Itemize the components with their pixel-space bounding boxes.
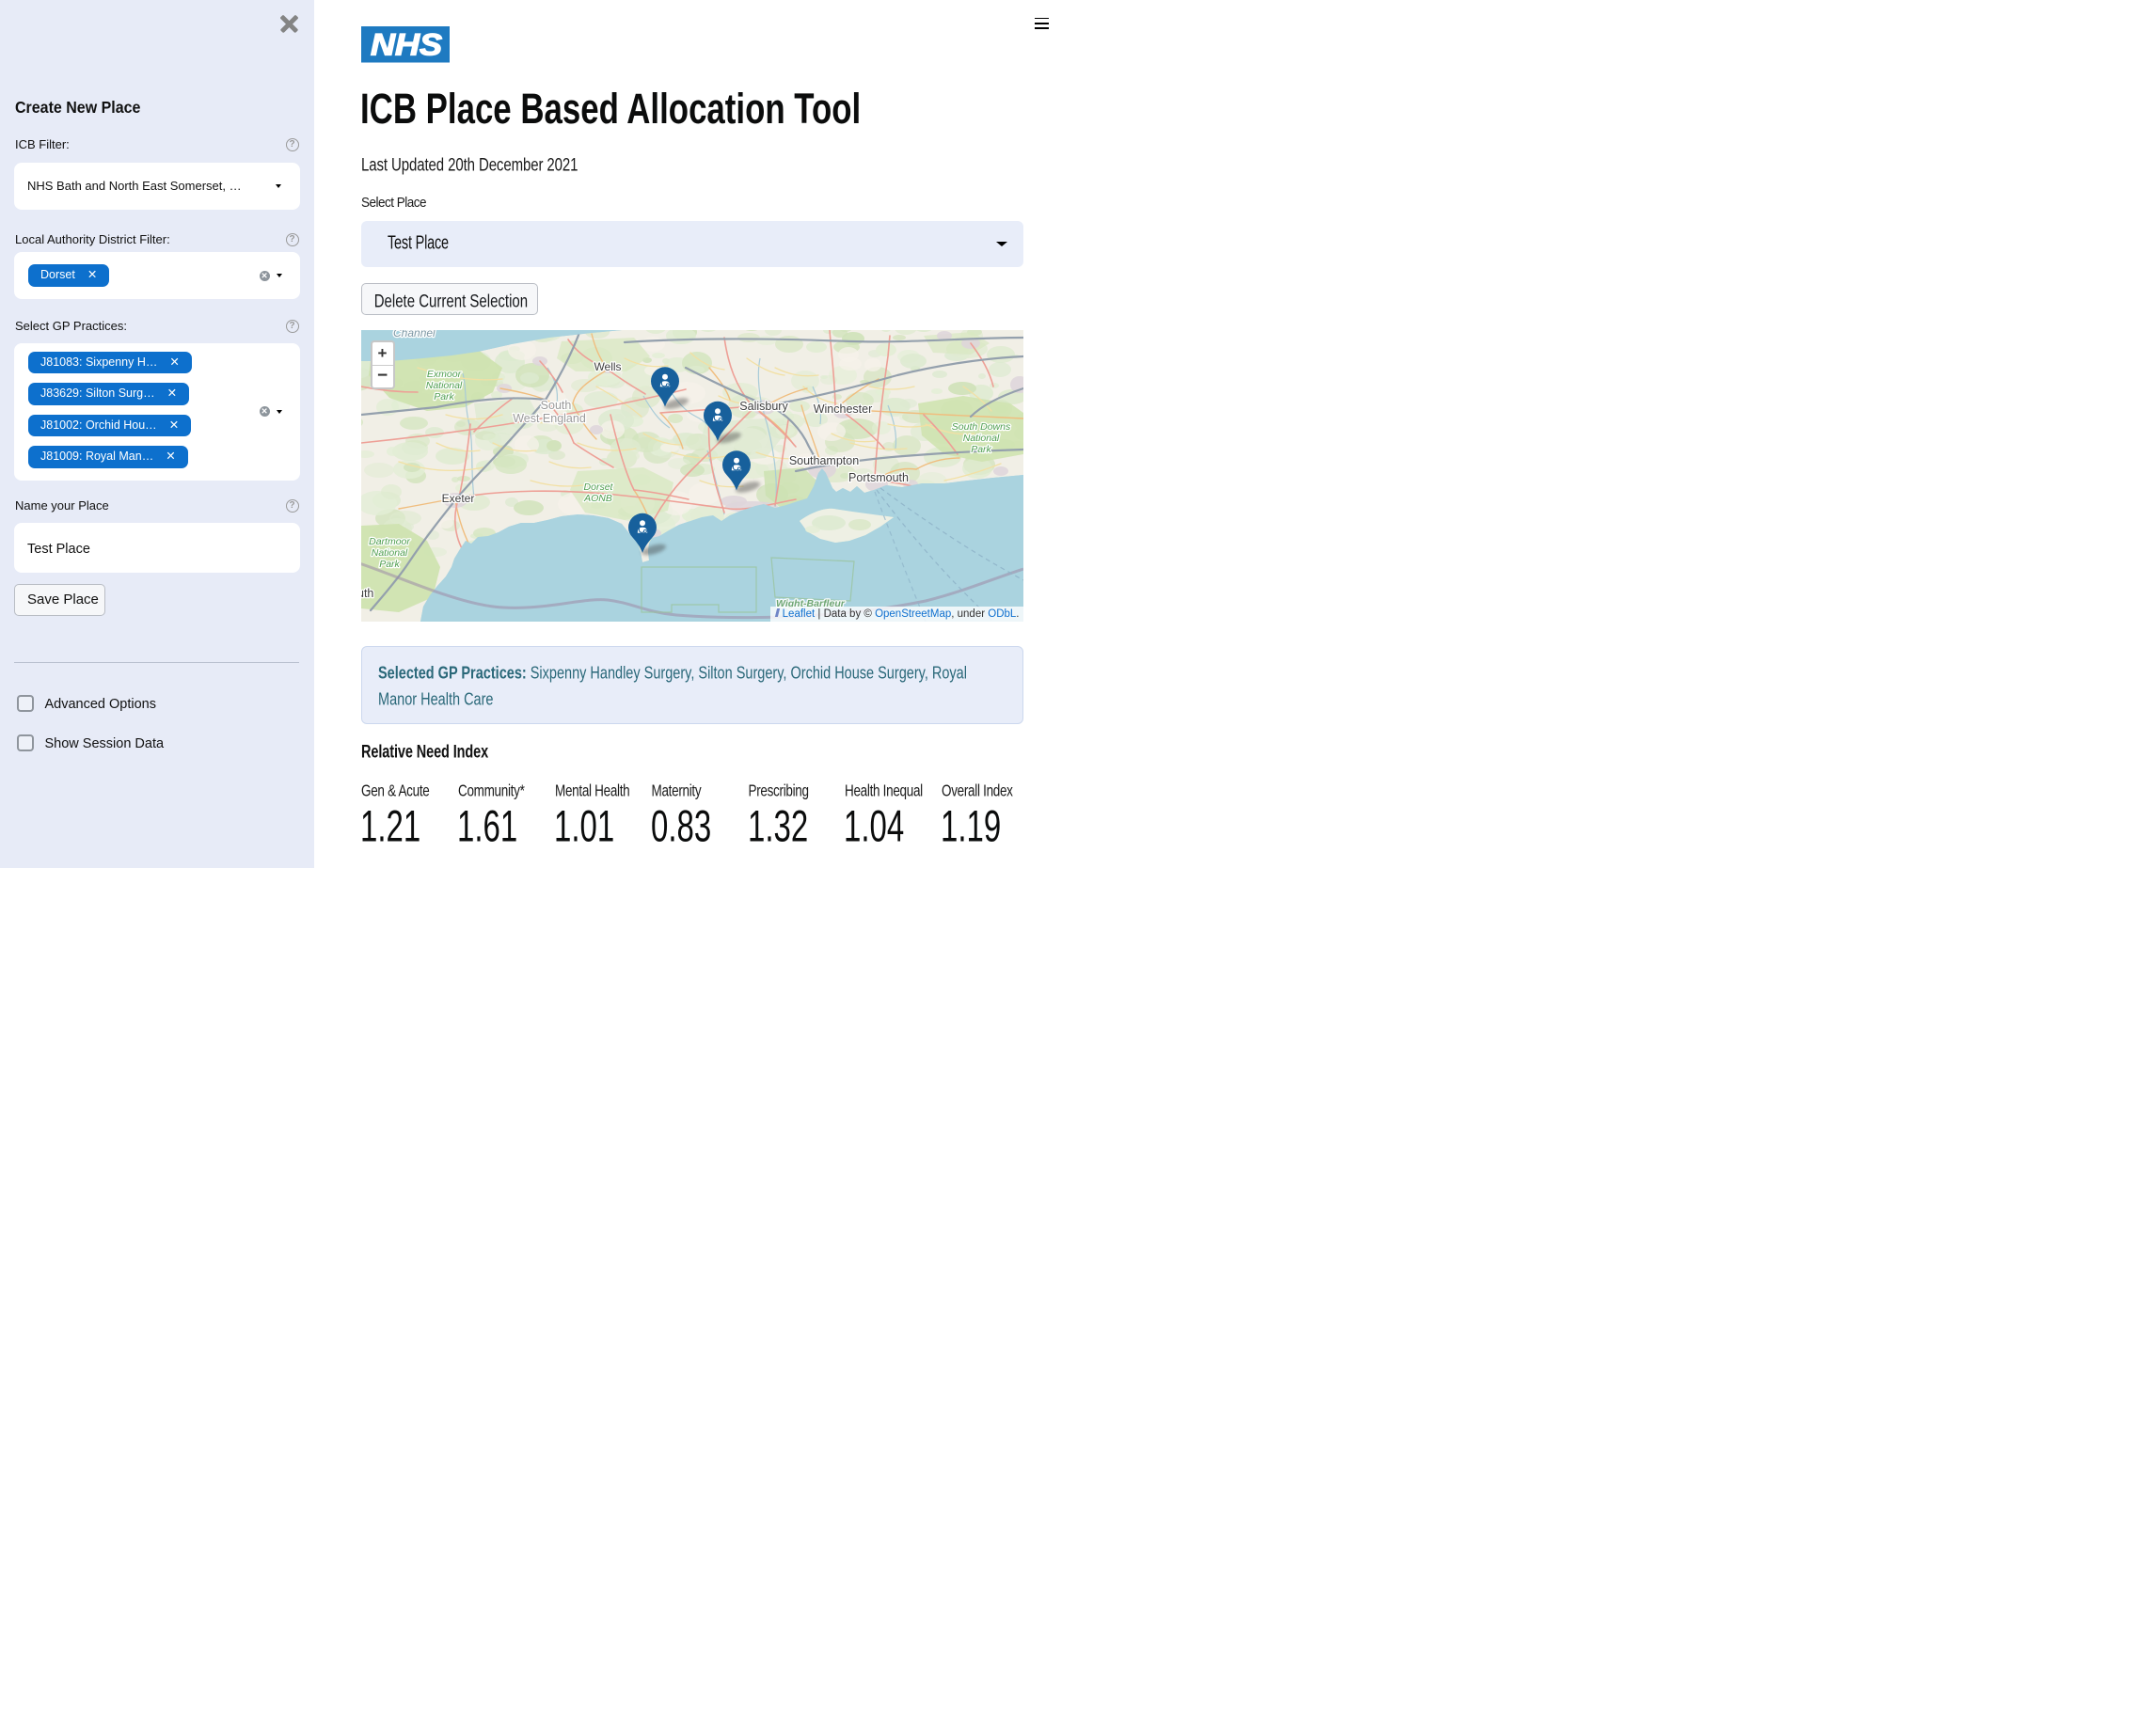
svg-text:NHS: NHS: [371, 28, 442, 62]
svg-text:Southampton: Southampton: [789, 454, 859, 467]
svg-text:Portsmouth: Portsmouth: [848, 471, 909, 484]
svg-text:Park: Park: [971, 444, 991, 455]
svg-text:Salisbury: Salisbury: [739, 400, 788, 413]
svg-text:uth: uth: [361, 587, 373, 600]
svg-text:Park: Park: [434, 391, 454, 402]
svg-text:Wells: Wells: [594, 360, 621, 373]
svg-text:National: National: [426, 380, 463, 391]
svg-text:South Downs: South Downs: [952, 421, 1011, 433]
svg-text:Winchester: Winchester: [814, 402, 873, 416]
svg-text:National: National: [963, 433, 1000, 444]
svg-text:South: South: [541, 399, 572, 412]
svg-text:National: National: [372, 547, 408, 559]
svg-text:Dorset: Dorset: [584, 481, 614, 493]
svg-text:AONB: AONB: [583, 493, 612, 504]
svg-text:Channel: Channel: [393, 330, 436, 339]
svg-text:Park: Park: [379, 559, 400, 570]
svg-text:Exmoor: Exmoor: [427, 369, 462, 380]
svg-text:West England: West England: [513, 412, 586, 425]
svg-text:Dartmoor: Dartmoor: [369, 536, 410, 547]
svg-text:Exeter: Exeter: [442, 492, 475, 505]
